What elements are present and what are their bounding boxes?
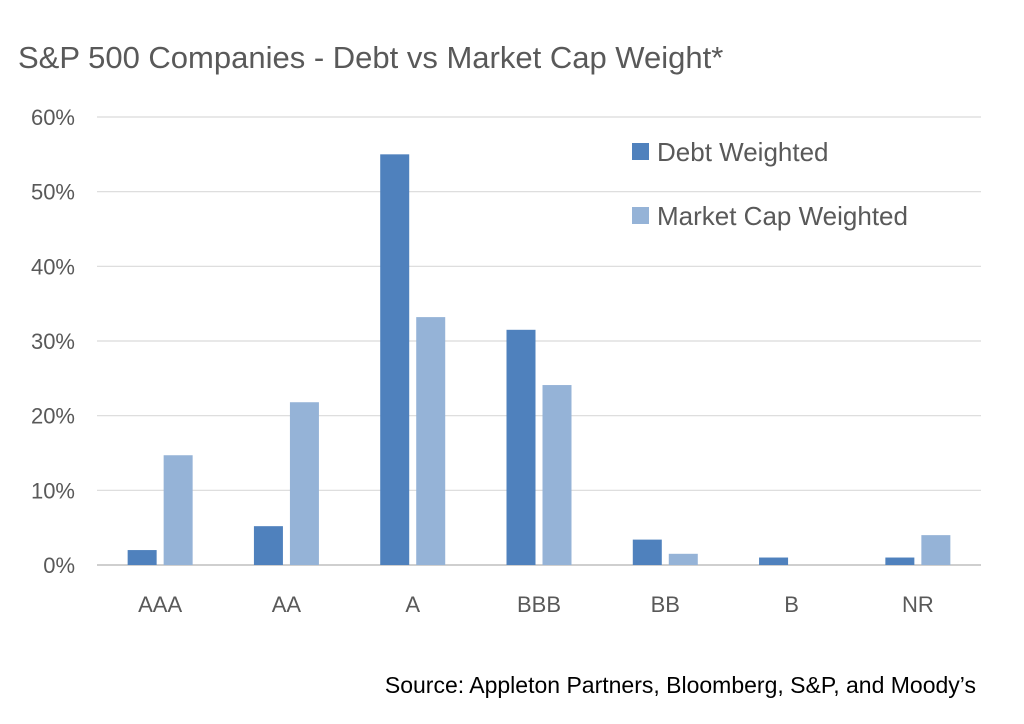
legend-label: Market Cap Weighted (657, 201, 908, 231)
bar-market-cap-a (416, 317, 446, 565)
bar-debt-a (380, 154, 410, 566)
bar-debt-bb (632, 539, 662, 565)
x-tick-label: AAA (138, 592, 182, 617)
bar-market-cap-aaa (163, 455, 193, 565)
x-tick-label: B (784, 592, 799, 617)
chart-title: S&P 500 Companies - Debt vs Market Cap W… (18, 40, 724, 75)
bar-market-cap-nr (921, 535, 951, 565)
legend-swatch (632, 143, 649, 160)
legend: Debt Weighted Market Cap Weighted (632, 137, 908, 231)
bar-debt-aaa (127, 550, 157, 565)
x-tick-label: BBB (517, 592, 561, 617)
legend-label: Debt Weighted (657, 137, 829, 167)
legend-swatch (632, 207, 649, 224)
y-tick-label: 50% (31, 180, 75, 205)
y-tick-label: 10% (31, 478, 75, 503)
y-tick-label: 0% (43, 553, 75, 578)
source-note: Source: Appleton Partners, Bloomberg, S&… (384, 672, 976, 698)
bar-debt-b (759, 557, 789, 565)
x-axis-ticks: AAA AA A BBB BB B NR (138, 592, 934, 617)
bar-market-cap-aa (289, 402, 319, 565)
y-tick-label: 40% (31, 254, 75, 279)
y-tick-label: 30% (31, 329, 75, 354)
x-tick-label: BB (651, 592, 680, 617)
bar-market-cap-bbb (542, 385, 572, 565)
bar-market-cap-bb (668, 553, 698, 565)
x-tick-label: NR (902, 592, 934, 617)
y-axis-ticks: 0% 10% 20% 30% 40% 50% 60% (31, 105, 75, 578)
x-tick-label: AA (272, 592, 302, 617)
bars (127, 154, 951, 566)
gridlines (97, 116, 981, 566)
y-tick-label: 60% (31, 105, 75, 130)
x-tick-label: A (405, 592, 420, 617)
bar-debt-nr (885, 557, 915, 565)
bar-debt-aa (253, 526, 283, 565)
y-tick-label: 20% (31, 404, 75, 429)
bar-debt-bbb (506, 329, 536, 565)
